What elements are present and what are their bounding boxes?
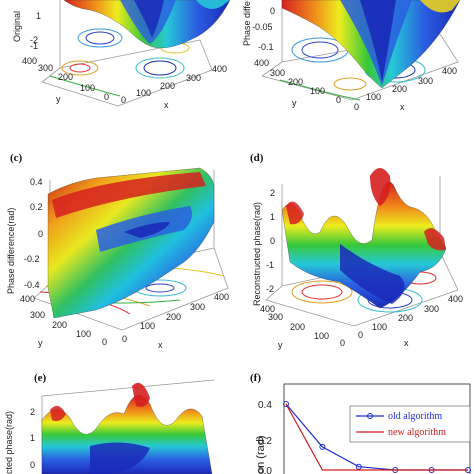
panel-a-x-tick-400: 400 <box>212 64 227 74</box>
panel-c-x-label: x <box>158 340 163 350</box>
panel-a-y-tick-200: 200 <box>58 72 73 82</box>
panel-c <box>33 167 229 331</box>
panel-c-y-tick-200: 200 <box>52 320 67 330</box>
panel-b-z-tick-0: 0 <box>270 6 275 16</box>
panel-c-y-tick-400: 400 <box>20 294 35 304</box>
panel-d <box>265 168 459 327</box>
panel-d-y-label: y <box>278 340 283 350</box>
series-0-point-1 <box>319 443 326 450</box>
panel-d-y-tick-0: 0 <box>340 338 345 348</box>
panel-a-z-tick-2: -1 <box>30 41 38 51</box>
panel-d-z-tick-2: 0 <box>270 236 275 246</box>
panel-d-x-tick-100: 100 <box>372 322 387 332</box>
panel-d-surface <box>281 181 447 309</box>
panel-a-y-tick-0: 0 <box>104 92 109 102</box>
panel-b-z-tick-2: -0.1 <box>258 42 274 52</box>
panel-b-x-tick-0: 0 <box>354 102 359 112</box>
panel-d-x-tick-200: 200 <box>398 313 413 323</box>
panel-a-z-label: Original <box>12 11 22 42</box>
panel-e-label: (e) <box>34 372 47 384</box>
panel-d-x-tick-300: 300 <box>424 304 439 314</box>
panel-b-z-tick-1: -0.05 <box>252 22 273 32</box>
panel-d-z-tick-0: 2 <box>270 188 275 198</box>
panel-c-x-tick-400: 400 <box>214 292 229 302</box>
panel-f-label: (f) <box>250 372 261 384</box>
panel-d-z-tick-3: -1 <box>266 260 274 270</box>
panel-b <box>261 0 461 101</box>
panel-a-x-tick-200: 200 <box>160 81 175 91</box>
legend-new-label: new algorithm <box>388 427 446 438</box>
panel-c-y-tick-100: 100 <box>76 329 91 339</box>
panel-d-z-tick-1: 1 <box>270 212 275 222</box>
panel-f-y-tick-0: 0.4 <box>258 400 272 411</box>
panel-c-x-tick-100: 100 <box>140 321 155 331</box>
panel-e-z-tick-2: 0 <box>30 460 35 470</box>
panel-d-y-tick-200: 200 <box>290 322 305 332</box>
panel-a-y-label: y <box>56 94 61 104</box>
panel-c-y-tick-0: 0 <box>102 337 107 347</box>
panel-b-y-tick-0: 0 <box>336 95 341 105</box>
panel-c-x-tick-300: 300 <box>190 302 205 312</box>
panel-d-x-tick-0: 0 <box>358 330 363 340</box>
panel-c-x-tick-200: 200 <box>166 312 181 322</box>
panel-c-y-tick-300: 300 <box>30 310 45 320</box>
panel-b-z-label: Phase diffe <box>242 1 252 46</box>
panel-c-z-tick-2: 0 <box>38 229 43 239</box>
panel-b-x-tick-100: 100 <box>366 92 381 102</box>
series-line-1 <box>285 403 468 471</box>
panel-a-y-tick-300: 300 <box>38 63 53 73</box>
panel-a-x-tick-100: 100 <box>136 88 151 98</box>
panel-a-x-tick-0: 0 <box>121 95 126 105</box>
panel-c-label: (c) <box>10 152 23 164</box>
panel-e <box>41 379 215 474</box>
panel-f-y-tick-2: 0.0 <box>258 466 272 474</box>
panel-c-x-tick-0: 0 <box>122 334 127 344</box>
panel-b-x-tick-400: 400 <box>442 66 457 76</box>
panel-a-x-tick-300: 300 <box>186 73 201 83</box>
panel-c-z-label: Phase difference(rad) <box>6 208 16 294</box>
panel-a-z-tick-3: -2 <box>30 35 38 45</box>
panel-a-y-tick-400: 400 <box>22 56 37 66</box>
panel-f: old algorithm new algorithm <box>283 383 471 474</box>
panel-e-surface <box>41 394 213 474</box>
legend-old-label: old algorithm <box>388 411 442 422</box>
panel-b-y-tick-400: 400 <box>254 58 269 68</box>
panel-a-x-label: x <box>164 100 169 110</box>
panel-d-x-tick-400: 400 <box>448 294 463 304</box>
panel-e-z-tick-0: 2 <box>30 407 35 417</box>
panel-c-z-tick-3: -0.2 <box>24 254 40 264</box>
panel-d-z-label: Reconstructed phase(rad) <box>252 202 262 306</box>
panel-b-y-tick-100: 100 <box>310 86 325 96</box>
panel-d-x-label: x <box>404 338 409 348</box>
panel-b-y-label: y <box>292 98 297 108</box>
panel-e-z-label: cted phase(rad) <box>4 411 14 474</box>
panel-b-x-tick-200: 200 <box>392 84 407 94</box>
series-0-point-2 <box>355 463 362 470</box>
panel-f-y-tick-1: 0.2 <box>258 436 272 447</box>
series-0-point-0 <box>283 401 289 407</box>
panel-e-z-tick-1: 1 <box>30 433 35 443</box>
panel-b-x-tick-300: 300 <box>418 76 433 86</box>
panel-b-x-label: x <box>400 102 405 112</box>
legend-old-marker <box>367 413 373 419</box>
panel-d-y-tick-100: 100 <box>314 331 329 341</box>
panel-c-z-tick-4: -0.4 <box>24 280 40 290</box>
panel-c-y-label: y <box>38 338 43 348</box>
panel-f-y-label: on (rad) <box>255 435 267 474</box>
panel-d-y-tick-300: 300 <box>268 312 283 322</box>
panel-f-legend: old algorithm new algorithm <box>349 405 471 443</box>
panel-d-label: (d) <box>250 152 264 164</box>
panel-a-y-tick-100: 100 <box>80 83 95 93</box>
panel-c-z-tick-1: 0.2 <box>30 202 43 212</box>
panel-c-z-tick-0: 0.4 <box>30 177 43 187</box>
panel-f-plot <box>283 401 471 473</box>
panel-b-y-tick-300: 300 <box>270 68 285 78</box>
panel-a-z-tick-1: 1 <box>36 11 41 21</box>
panel-b-y-tick-200: 200 <box>288 77 303 87</box>
panel-d-y-tick-400: 400 <box>260 304 275 314</box>
panel-a <box>41 0 231 107</box>
panel-d-z-tick-4: -2 <box>266 284 274 294</box>
